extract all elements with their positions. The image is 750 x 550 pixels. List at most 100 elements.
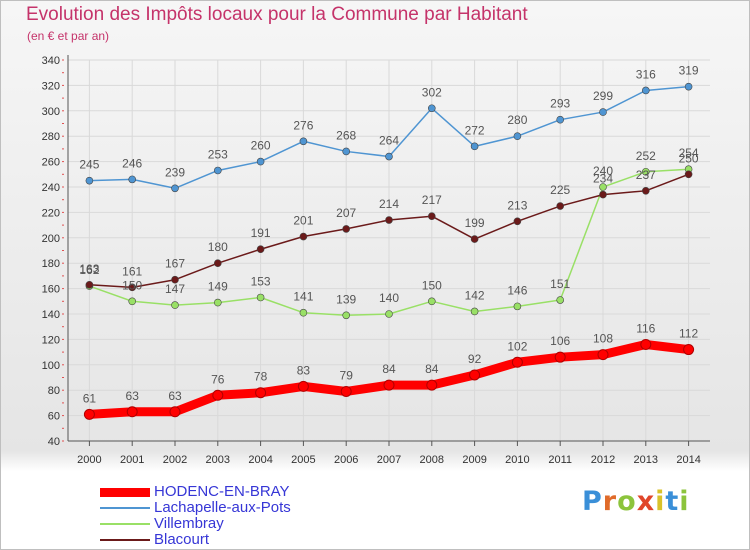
y-tick-label: 280 <box>42 131 60 143</box>
data-label: 201 <box>293 214 313 228</box>
data-label: 264 <box>379 134 399 148</box>
legend-swatch <box>100 488 150 497</box>
data-point <box>426 379 438 391</box>
data-label: 106 <box>550 334 570 348</box>
data-label: 161 <box>122 264 142 278</box>
y-tick-label: 120 <box>42 334 60 346</box>
gridlines <box>68 59 710 442</box>
data-label: 276 <box>293 118 313 132</box>
data-point <box>385 216 393 224</box>
y-tick-label: 220 <box>42 207 60 219</box>
data-point <box>126 406 138 418</box>
data-point <box>171 275 179 284</box>
x-tick-label: 2008 <box>420 454 444 466</box>
data-point <box>214 298 222 307</box>
data-label: 252 <box>636 149 656 163</box>
chart-title: Evolution des Impôts locaux pour la Comm… <box>26 4 528 25</box>
data-label: 213 <box>507 198 527 212</box>
legend: HODENC-EN-BRAY Lachapelle-aux-Pots Villemb… <box>100 483 420 548</box>
data-point <box>597 349 609 361</box>
data-label: 250 <box>679 151 699 165</box>
data-label: 139 <box>336 292 356 306</box>
logo-letter: i <box>679 486 690 517</box>
data-label: 84 <box>382 362 396 376</box>
data-point <box>683 344 695 356</box>
y-tick-label: 180 <box>42 258 60 270</box>
x-tick-label: 2002 <box>163 454 187 466</box>
series-lines <box>83 82 695 420</box>
data-label: 245 <box>79 158 99 172</box>
y-tick-label: 100 <box>42 360 60 372</box>
logo-letter: P <box>582 486 603 517</box>
y-tick-label: 240 <box>42 182 60 194</box>
y-tick-label: 300 <box>42 106 60 118</box>
data-point <box>427 212 436 221</box>
data-label: 254 <box>679 146 699 160</box>
data-point <box>171 301 179 309</box>
data-point <box>169 406 181 418</box>
x-tick-label: 2006 <box>334 454 358 466</box>
x-tick-label: 2012 <box>591 454 615 466</box>
data-label: 63 <box>126 389 140 403</box>
data-point <box>85 280 94 289</box>
y-tick-label: 260 <box>42 157 60 169</box>
data-point <box>342 311 351 320</box>
data-label: 234 <box>593 172 613 186</box>
data-label: 147 <box>165 282 185 296</box>
data-label: 150 <box>122 278 142 292</box>
data-label: 79 <box>340 368 354 382</box>
x-tick-label: 2007 <box>377 454 401 466</box>
y-tick-label: 160 <box>42 284 60 296</box>
logo-letter: t <box>665 486 680 517</box>
data-label: 84 <box>425 362 439 376</box>
data-point <box>385 310 393 318</box>
data-label: 112 <box>679 327 698 341</box>
data-label: 140 <box>379 291 399 305</box>
data-point <box>214 259 222 268</box>
data-label: 207 <box>336 206 356 220</box>
data-label: 63 <box>168 389 182 403</box>
logo-letter: o <box>617 486 637 517</box>
data-label: 253 <box>208 147 228 161</box>
data-point <box>83 408 95 420</box>
x-tick-label: 2005 <box>291 454 315 466</box>
data-label: 260 <box>251 139 271 153</box>
data-point <box>427 104 436 113</box>
data-point <box>513 217 522 226</box>
legend-swatch <box>100 507 150 509</box>
data-point <box>511 356 523 368</box>
data-label: 83 <box>297 363 311 377</box>
proxiti-logo: Proxiti <box>582 486 690 517</box>
data-point <box>128 297 136 306</box>
x-tick-label: 2000 <box>77 454 101 466</box>
data-label: 237 <box>636 168 656 182</box>
data-label: 299 <box>593 89 613 103</box>
data-point <box>641 167 650 176</box>
data-point <box>128 175 136 184</box>
data-point <box>171 184 179 193</box>
data-label: 163 <box>79 262 99 276</box>
data-point <box>470 235 479 243</box>
data-point <box>85 176 94 185</box>
data-label: 293 <box>550 97 570 111</box>
y-tick-label: 40 <box>48 436 60 448</box>
data-label: 76 <box>211 372 225 386</box>
logo-letter: i <box>655 486 666 517</box>
x-tick-label: 2013 <box>634 454 658 466</box>
data-label: 191 <box>251 226 271 240</box>
data-point <box>299 137 308 146</box>
logo-letter: r <box>602 486 618 517</box>
y-tick-label: 80 <box>48 385 60 397</box>
data-point <box>256 293 265 302</box>
data-point <box>470 307 479 316</box>
legend-label: Lachapelle-aux-Pots <box>154 499 291 516</box>
data-label: 61 <box>83 391 97 405</box>
data-label: 240 <box>593 164 613 178</box>
x-tick-label: 2010 <box>505 454 529 466</box>
data-point <box>513 132 522 140</box>
data-point <box>299 308 308 317</box>
data-point <box>256 245 265 254</box>
data-point <box>513 302 522 311</box>
data-label: 102 <box>507 339 527 353</box>
